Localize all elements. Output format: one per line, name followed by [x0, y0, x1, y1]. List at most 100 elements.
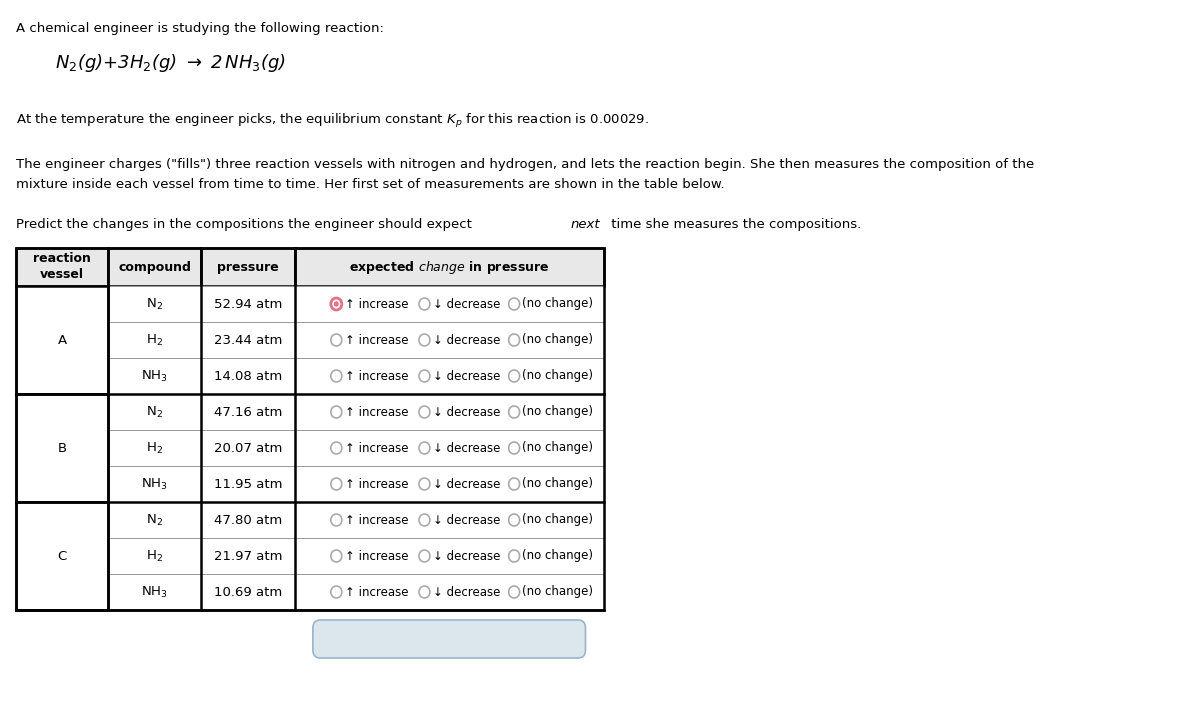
Bar	[202, 574, 294, 610]
Text: ↑ increase: ↑ increase	[344, 406, 408, 418]
Circle shape	[419, 442, 430, 454]
Text: ↓ decrease: ↓ decrease	[433, 477, 500, 491]
Circle shape	[509, 370, 520, 382]
Circle shape	[331, 406, 342, 418]
Text: 11.95 atm: 11.95 atm	[214, 477, 282, 491]
Bar	[202, 248, 294, 286]
Text: mixture inside each vessel from time to time. Her first set of measurements are : mixture inside each vessel from time to …	[17, 178, 725, 191]
Circle shape	[509, 478, 520, 490]
Bar	[108, 358, 202, 394]
Circle shape	[509, 442, 520, 454]
Text: next: next	[571, 218, 600, 231]
Text: 23.44 atm: 23.44 atm	[214, 333, 282, 347]
Text: ↑ increase: ↑ increase	[344, 513, 408, 527]
Circle shape	[331, 370, 342, 382]
Text: expected $\bf{\it{change}}$ in pressure: expected $\bf{\it{change}}$ in pressure	[349, 259, 550, 276]
Text: (no change): (no change)	[522, 550, 593, 562]
Text: (no change): (no change)	[522, 333, 593, 347]
Circle shape	[419, 406, 430, 418]
Text: H$_2$: H$_2$	[146, 441, 163, 456]
Bar	[108, 430, 202, 466]
Circle shape	[419, 550, 430, 562]
Bar	[294, 466, 604, 502]
Bar	[108, 322, 202, 358]
Text: NH$_3$: NH$_3$	[142, 368, 168, 384]
Bar	[294, 248, 604, 286]
Bar	[294, 394, 604, 430]
Text: time she measures the compositions.: time she measures the compositions.	[607, 218, 862, 231]
Bar	[108, 574, 202, 610]
Text: pressure: pressure	[217, 261, 278, 273]
Text: 47.80 atm: 47.80 atm	[214, 513, 282, 527]
Bar	[108, 502, 202, 538]
Bar	[108, 538, 202, 574]
Text: (no change): (no change)	[522, 370, 593, 382]
Text: ↓ decrease: ↓ decrease	[433, 586, 500, 598]
Text: ↑ increase: ↑ increase	[344, 333, 408, 347]
Text: H$_2$: H$_2$	[146, 333, 163, 347]
Text: 14.08 atm: 14.08 atm	[214, 370, 282, 382]
Text: NH$_3$: NH$_3$	[142, 584, 168, 600]
Bar	[202, 502, 294, 538]
Text: ↑ increase: ↑ increase	[344, 477, 408, 491]
Bar	[294, 502, 604, 538]
Bar	[294, 286, 604, 322]
Text: ↺: ↺	[442, 630, 457, 648]
Text: reaction
vessel: reaction vessel	[34, 252, 91, 281]
Circle shape	[509, 550, 520, 562]
Bar	[17, 248, 604, 610]
Bar	[202, 538, 294, 574]
Text: ↓ decrease: ↓ decrease	[433, 333, 500, 347]
Text: ↓ decrease: ↓ decrease	[433, 406, 500, 418]
Text: (no change): (no change)	[522, 513, 593, 527]
Bar	[17, 394, 108, 502]
Circle shape	[509, 586, 520, 598]
Text: ↑ increase: ↑ increase	[344, 297, 408, 311]
Circle shape	[509, 514, 520, 526]
Bar	[17, 502, 108, 610]
Circle shape	[331, 550, 342, 562]
Bar	[202, 394, 294, 430]
Bar	[202, 286, 294, 322]
Text: ↓ decrease: ↓ decrease	[433, 370, 500, 382]
Text: B: B	[58, 441, 67, 455]
Text: ↑ increase: ↑ increase	[344, 586, 408, 598]
Text: ↓ decrease: ↓ decrease	[433, 441, 500, 455]
Text: (no change): (no change)	[522, 477, 593, 491]
Bar	[202, 466, 294, 502]
Text: At the temperature the engineer picks, the equilibrium constant $K_p$ for this r: At the temperature the engineer picks, t…	[17, 112, 649, 130]
Text: N$_2$: N$_2$	[146, 512, 163, 527]
Text: C: C	[58, 550, 67, 562]
Text: 20.07 atm: 20.07 atm	[214, 441, 282, 455]
Circle shape	[419, 586, 430, 598]
Text: H$_2$: H$_2$	[146, 548, 163, 564]
Bar	[202, 358, 294, 394]
Bar	[17, 248, 108, 286]
Text: ↓ decrease: ↓ decrease	[433, 297, 500, 311]
Text: ↓ decrease: ↓ decrease	[433, 513, 500, 527]
Circle shape	[419, 514, 430, 526]
Bar	[202, 322, 294, 358]
Text: 10.69 atm: 10.69 atm	[214, 586, 282, 598]
Text: ↑ increase: ↑ increase	[344, 550, 408, 562]
Text: (no change): (no change)	[522, 441, 593, 455]
Circle shape	[419, 334, 430, 346]
Circle shape	[331, 514, 342, 526]
Text: N$_2$: N$_2$	[146, 297, 163, 311]
Circle shape	[419, 478, 430, 490]
Text: A: A	[58, 333, 67, 347]
Bar	[108, 286, 202, 322]
Bar	[108, 466, 202, 502]
Text: NH$_3$: NH$_3$	[142, 477, 168, 491]
Text: ↓ decrease: ↓ decrease	[433, 550, 500, 562]
Circle shape	[331, 586, 342, 598]
Bar	[294, 322, 604, 358]
Text: ↑ increase: ↑ increase	[344, 370, 408, 382]
Circle shape	[509, 298, 520, 310]
Circle shape	[334, 302, 338, 307]
Text: ×: ×	[365, 630, 380, 648]
Bar	[294, 574, 604, 610]
Circle shape	[419, 298, 430, 310]
Circle shape	[331, 442, 342, 454]
Text: 47.16 atm: 47.16 atm	[214, 406, 282, 418]
